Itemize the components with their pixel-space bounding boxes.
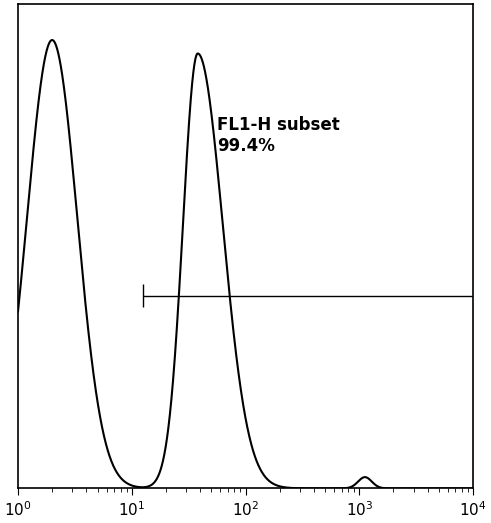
- Text: FL1-H subset
99.4%: FL1-H subset 99.4%: [217, 116, 340, 155]
